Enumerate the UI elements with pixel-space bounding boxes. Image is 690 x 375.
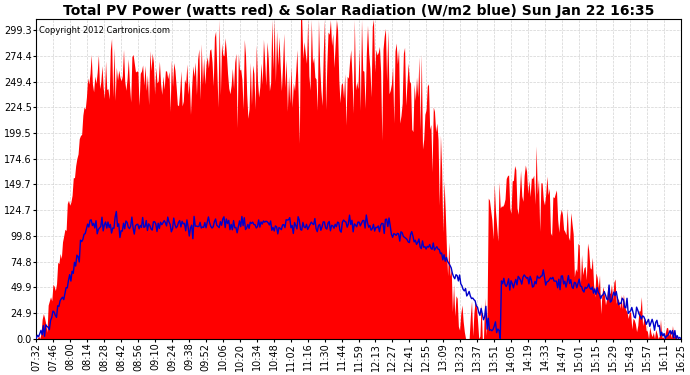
Text: Copyright 2012 Cartronics.com: Copyright 2012 Cartronics.com [39,26,170,35]
Title: Total PV Power (watts red) & Solar Radiation (W/m2 blue) Sun Jan 22 16:35: Total PV Power (watts red) & Solar Radia… [63,4,654,18]
